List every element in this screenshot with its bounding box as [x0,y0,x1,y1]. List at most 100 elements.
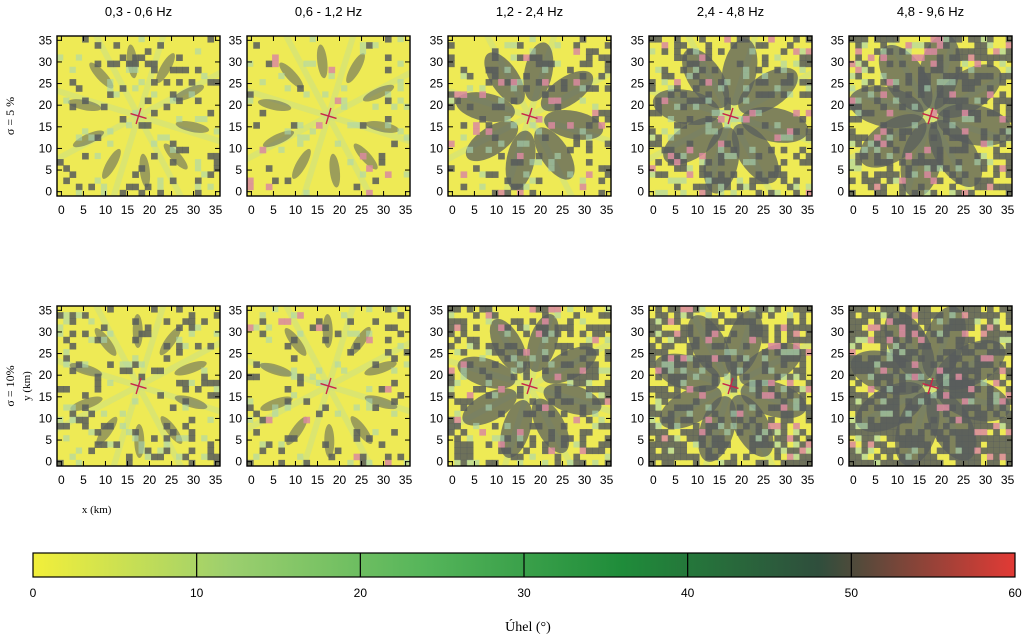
speckle-cell [491,312,499,319]
speckle-cell [961,386,969,393]
speckle-cell [548,60,555,68]
colorbar-ticks: 0 10 20 30 40 50 60 [30,553,1022,600]
speckle-cell [63,336,70,344]
y-tick-label: 5 [436,163,443,177]
speckle-cell [705,116,713,123]
speckle-cell [892,447,900,455]
speckle-cell [880,441,888,448]
speckle-cell [454,416,461,424]
speckle-cell [151,367,158,375]
speckle-cell [805,336,812,344]
speckle-cell [548,85,555,92]
teal-cell [867,373,875,380]
speckle-cell [786,318,794,325]
speckle-cell [649,85,656,92]
y-tick-label: 25 [430,77,444,91]
speckle-cell [917,91,925,98]
teal-cell [460,72,467,80]
speckle-cell [69,103,77,111]
speckle-cell [598,447,606,455]
speckle-cell [980,429,988,436]
speckle-cell [861,429,869,436]
speckle-cell [955,435,963,442]
speckle-cell [993,324,1000,332]
speckle-cell [993,342,1000,350]
speckle-cell [542,79,549,86]
speckle-cell [861,152,869,160]
teal-cell [63,404,70,411]
speckle-cell [974,416,982,424]
teal-cell [667,336,675,343]
speckle-cell [805,79,812,86]
speckle-cell [460,459,468,466]
speckle-cell [755,306,763,313]
teal-cell [667,85,675,92]
speckle-cell [892,422,900,430]
speckle-cell [986,60,994,68]
speckle-cell [94,336,102,344]
teal-cell [529,159,536,166]
speckle-cell [272,60,279,68]
x-tick-label: 5 [471,203,478,217]
speckle-cell [980,410,988,418]
speckle-cell [535,116,543,123]
speckle-cell [1005,349,1012,356]
x-tick-label: 30 [578,473,592,487]
teal-cell [284,85,291,92]
speckle-cell [655,373,662,381]
colorbar-tick-label: 20 [354,586,368,600]
teal-cell [886,355,893,362]
speckle-cell [57,386,64,393]
teal-cell [366,330,373,337]
speckle-cell [516,183,524,191]
speckle-cell [755,152,763,160]
speckle-cell [207,441,215,448]
speckle-cell [880,103,888,111]
teal-cell [498,140,505,147]
speckle-cell [861,367,869,375]
speckle-cell [201,373,208,381]
speckle-cell [125,183,133,191]
teal-cell [213,128,220,135]
speckle-cell [786,324,794,332]
speckle-cell [560,79,568,86]
speckle-cell [755,392,763,399]
speckle-cell [799,336,807,344]
speckle-cell [592,373,599,381]
speckle-cell [163,318,171,325]
speckle-cell [598,122,606,129]
speckle-cell [761,392,769,399]
speckle-cell [384,324,392,332]
y-tick-label: 20 [229,368,243,382]
teal-cell [974,159,981,166]
speckle-cell [780,146,788,154]
speckle-cell [905,330,913,338]
speckle-cell [805,416,812,424]
speckle-cell [598,324,606,332]
speckle-cell [892,410,900,418]
speckle-cell [880,324,888,332]
speckle-cell [955,189,963,196]
speckle-cell [755,422,763,430]
speckle-cell [743,361,750,368]
speckle-cell [805,404,812,412]
teal-cell [598,416,605,423]
speckle-cell [460,447,468,455]
x-tick-label: 20 [935,203,949,217]
speckle-cell [661,416,669,424]
speckle-cell [949,146,956,154]
speckle-cell [403,349,410,356]
speckle-cell [917,429,925,436]
speckle-cell [930,60,938,68]
radial-streak [300,115,332,196]
teal-cell [755,435,762,442]
speckle-cell [805,386,812,393]
teal-cell [182,404,189,411]
colorbar-tick-label: 0 [30,586,37,600]
speckle-cell [535,404,543,412]
y-tick-label: 15 [229,390,243,404]
teal-cell [529,48,536,55]
